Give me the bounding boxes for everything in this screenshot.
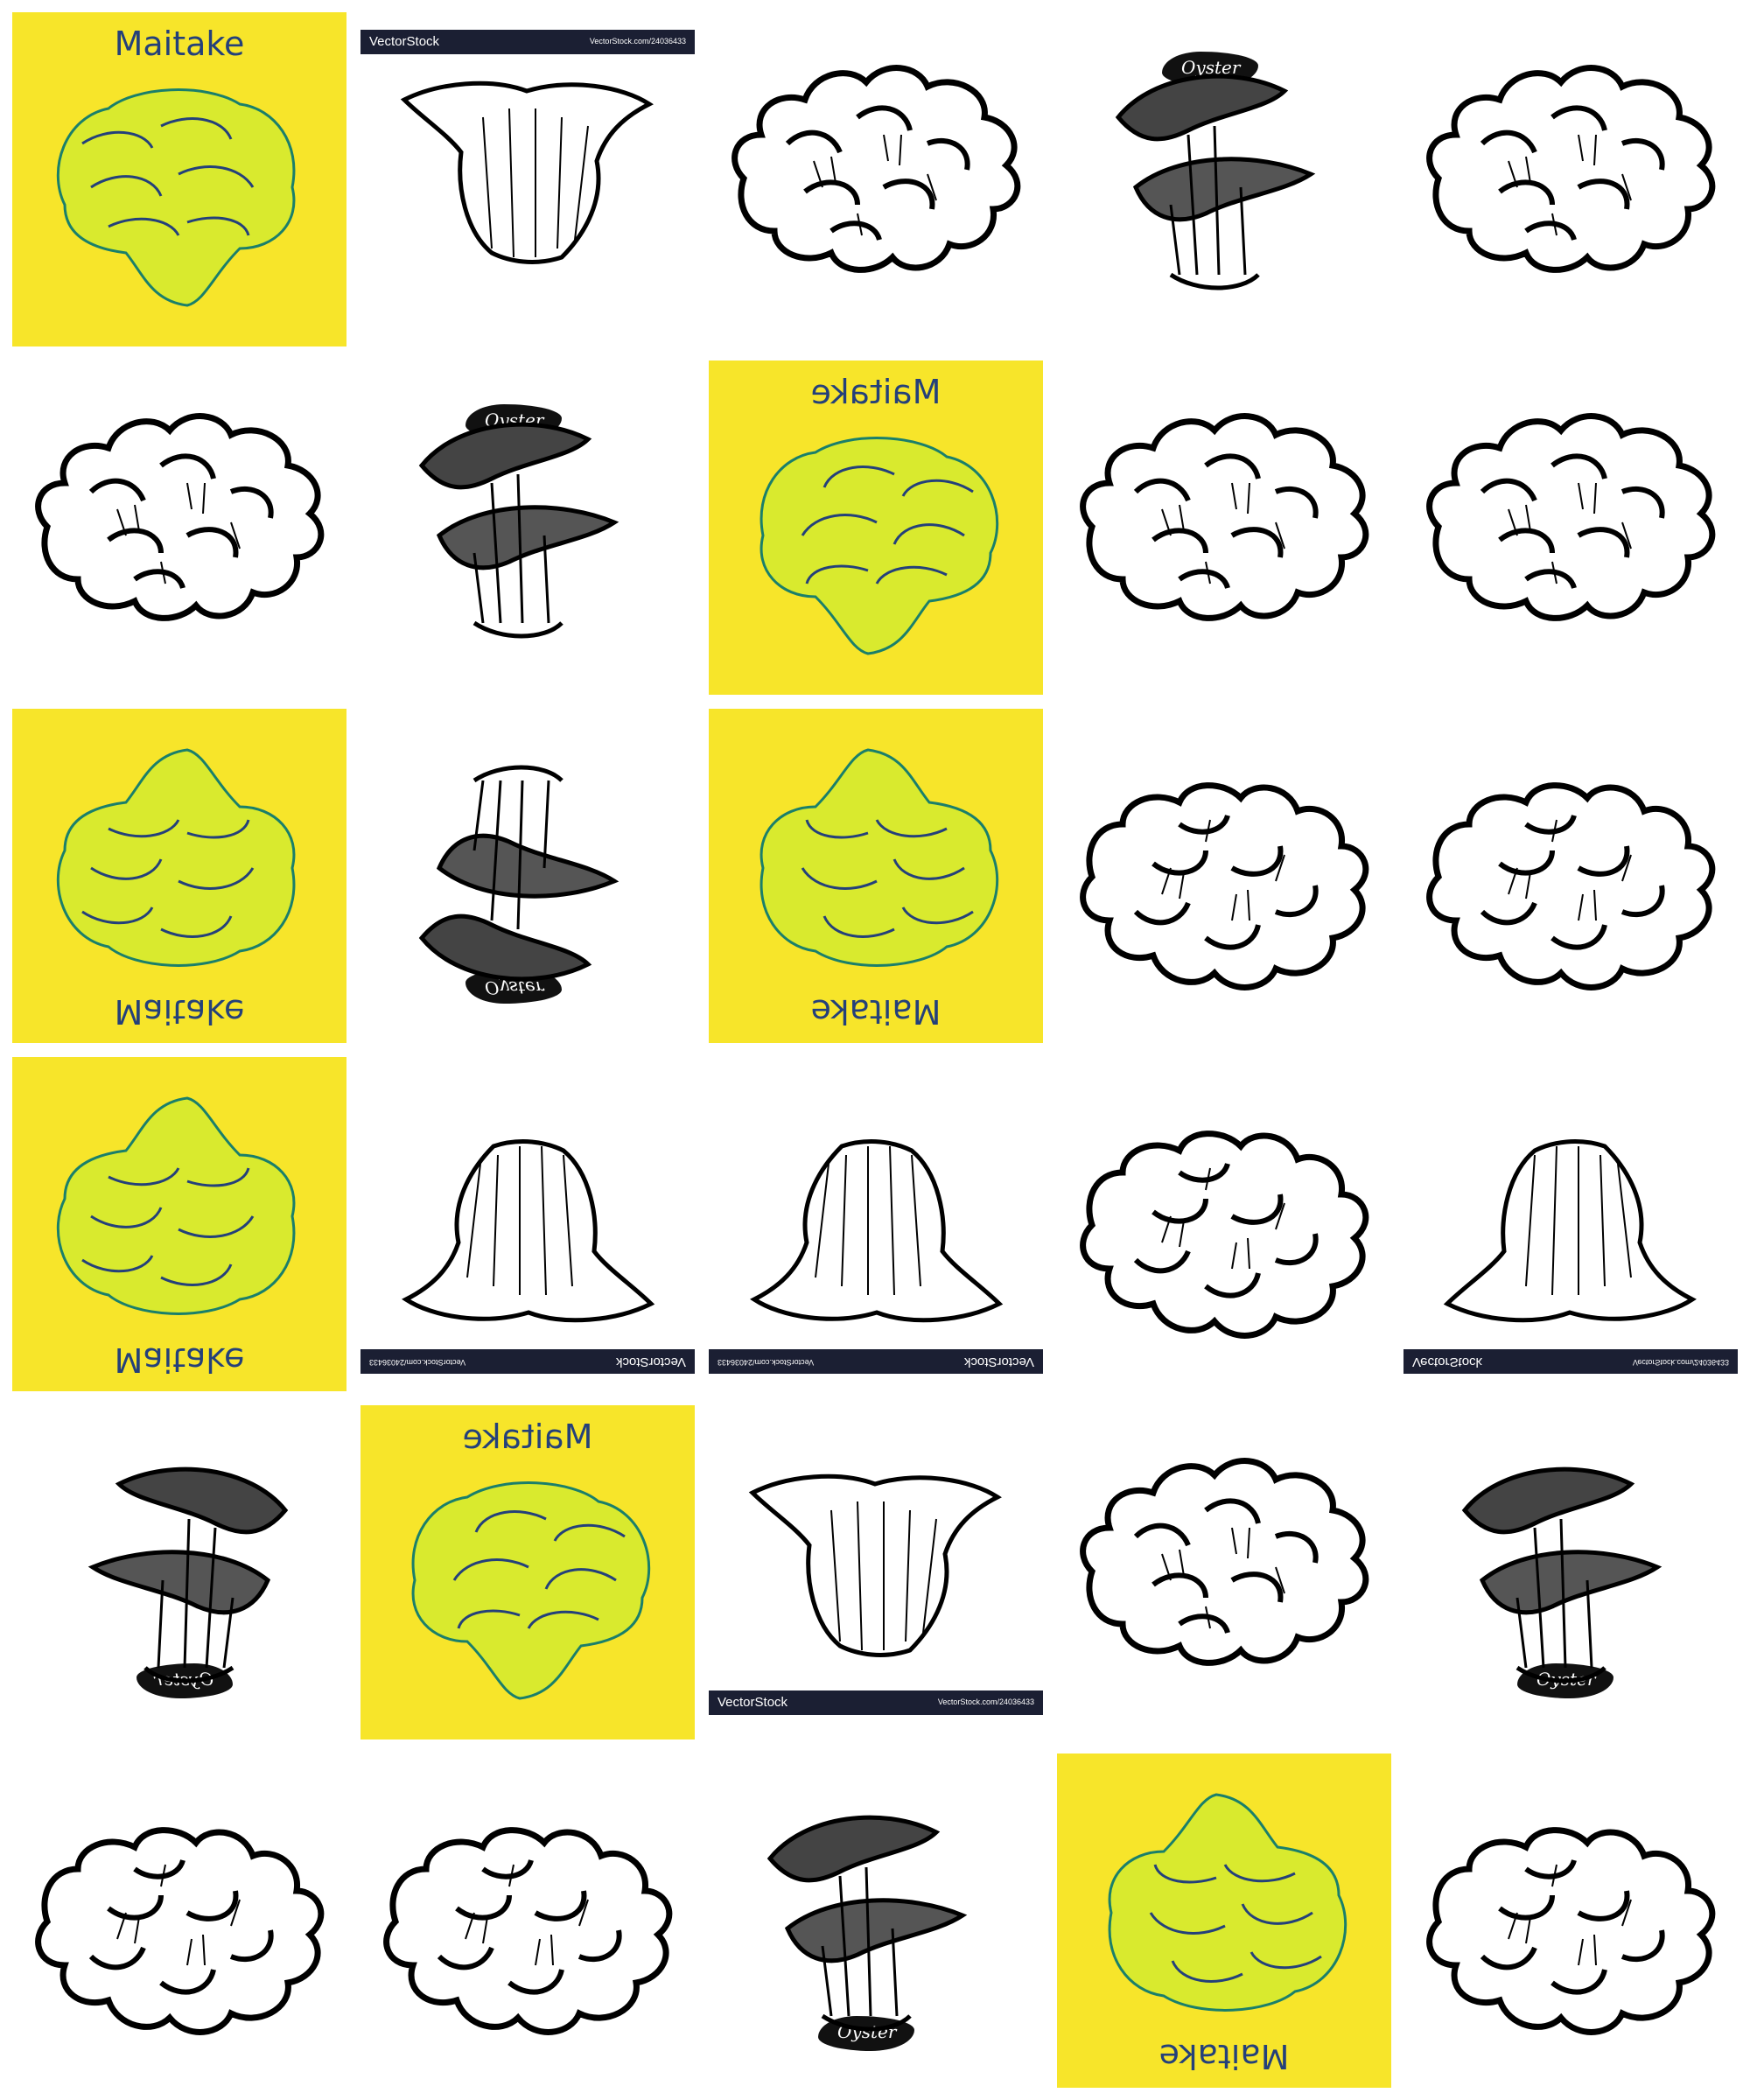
maitake-illustration <box>56 88 296 307</box>
frilly-tile: VectorStock VectorStock.com/24036433 <box>709 1057 1043 1391</box>
maitake-illustration <box>56 748 296 967</box>
frilly-illustration <box>709 1057 1043 1391</box>
watermark-banner: VectorStock VectorStock.com/24036433 <box>709 1690 1043 1715</box>
cluster-tile <box>1057 360 1391 695</box>
maitake-tile: Maitake <box>1057 1754 1391 2088</box>
cluster-tile <box>1057 709 1391 1043</box>
frilly-tile: VectorStock VectorStock.com/24036433 <box>360 12 695 346</box>
cluster-illustration <box>1404 360 1738 695</box>
cluster-illustration <box>1404 709 1738 1043</box>
cluster-tile <box>1404 12 1738 346</box>
cluster-tile <box>1057 1405 1391 1740</box>
cluster-tile <box>1404 709 1738 1043</box>
oyster-tile: Oyster <box>1404 1405 1738 1740</box>
maitake-illustration <box>411 1481 651 1700</box>
brand-text: VectorStock <box>718 1695 788 1710</box>
frilly-illustration <box>360 12 695 346</box>
tile-title: Maitake <box>114 24 245 63</box>
maitake-illustration <box>56 1096 296 1315</box>
frilly-tile: VectorStock VectorStock.com/24036433 <box>1404 1057 1738 1391</box>
url-text: VectorStock.com/24036433 <box>937 1698 1034 1706</box>
cluster-illustration <box>1404 12 1738 346</box>
frilly-illustration <box>709 1405 1043 1740</box>
maitake-tile: Maitake <box>12 12 346 346</box>
oyster-illustration <box>1057 12 1391 346</box>
oyster-tile: Oyster <box>709 1754 1043 2088</box>
cluster-tile <box>1057 1057 1391 1391</box>
cluster-tile <box>360 1754 695 2088</box>
maitake-tile: Maitake <box>709 709 1043 1043</box>
maitake-illustration <box>760 748 999 967</box>
oyster-tile: Oyster <box>360 709 695 1043</box>
cluster-illustration <box>1404 1754 1738 2088</box>
oyster-illustration <box>360 709 695 1043</box>
cluster-illustration <box>1057 1057 1391 1391</box>
oyster-tile: Oyster <box>360 360 695 695</box>
cluster-illustration <box>360 1754 695 2088</box>
oyster-tile: Oyster <box>12 1405 346 1740</box>
cluster-illustration <box>1057 709 1391 1043</box>
cluster-illustration <box>709 12 1043 346</box>
maitake-illustration <box>760 437 999 655</box>
cluster-illustration <box>12 360 346 695</box>
brand-text: VectorStock <box>369 34 440 49</box>
cluster-illustration <box>12 1754 346 2088</box>
url-text: VectorStock.com/24036433 <box>589 37 686 46</box>
frilly-illustration <box>360 1057 695 1391</box>
cluster-tile <box>1404 360 1738 695</box>
frilly-tile: VectorStock VectorStock.com/24036433 <box>709 1405 1043 1740</box>
frilly-tile: VectorStock VectorStock.com/24036433 <box>360 1057 695 1391</box>
oyster-illustration <box>360 360 695 695</box>
frilly-illustration <box>1404 1057 1738 1391</box>
maitake-illustration <box>1108 1793 1348 2012</box>
maitake-tile: Maitake <box>709 360 1043 695</box>
oyster-illustration <box>1404 1405 1738 1740</box>
cluster-tile <box>12 1754 346 2088</box>
cluster-illustration <box>1057 1405 1391 1740</box>
maitake-tile: Maitake <box>12 709 346 1043</box>
watermark-banner: VectorStock VectorStock.com/24036433 <box>360 30 695 54</box>
cluster-tile <box>12 360 346 695</box>
cluster-tile <box>1404 1754 1738 2088</box>
maitake-tile: Maitake <box>12 1057 346 1391</box>
cluster-tile <box>709 12 1043 346</box>
oyster-illustration <box>12 1405 346 1740</box>
cluster-illustration <box>1057 360 1391 695</box>
oyster-tile: Oyster <box>1057 12 1391 346</box>
oyster-illustration <box>709 1754 1043 2088</box>
maitake-tile: Maitake <box>360 1405 695 1740</box>
